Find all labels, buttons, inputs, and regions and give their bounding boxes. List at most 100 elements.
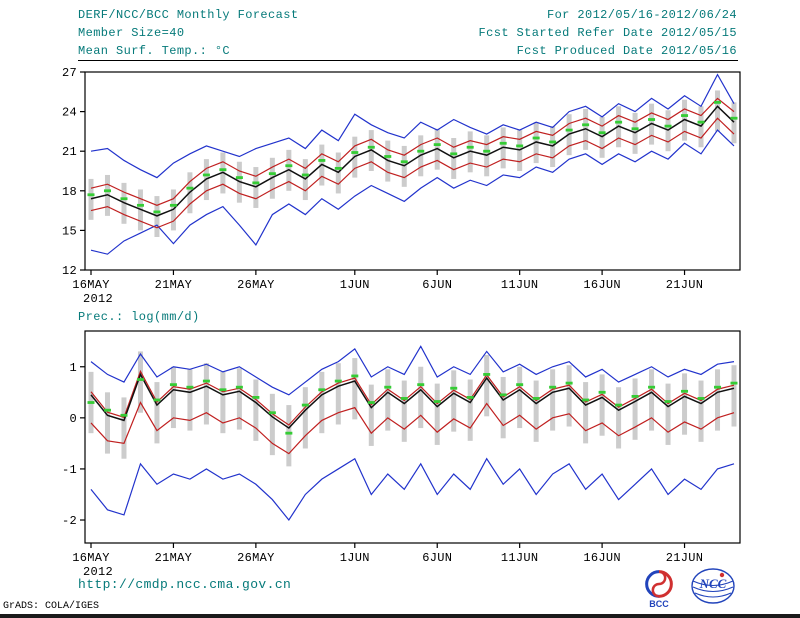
precipitation-xtick-label: 16JUN [583,551,621,565]
precipitation-xtick-label: 11JUN [501,551,539,565]
precipitation-ensemble_median_markers-marker [87,401,95,404]
precipitation-spread-bar [302,387,308,449]
precipitation-spread-bar [269,393,275,456]
precipitation-ensemble_median_markers-marker [235,385,243,389]
temperature-ensemble_median_markers-marker [235,176,243,179]
temperature-ensemble_median_markers-marker [450,152,458,156]
precipitation-spread-bar [418,366,424,429]
precipitation-spread-bar [401,380,407,442]
precipitation-spread-bar [319,371,325,434]
precipitation-ensemble_median_markers-marker [120,413,128,417]
precipitation-ensemble_median_markers-marker [582,398,590,402]
precipitation-spread-bar [352,358,358,420]
temperature-ensemble_median_markers-marker [285,164,293,168]
temperature-ytick-label: 18 [62,185,77,199]
header-divider [78,60,738,61]
precipitation-ensemble_median_markers-marker [681,389,689,393]
temperature-ensemble_median_markers-marker [367,145,375,149]
temperature-ensemble_median_markers-marker [351,151,359,154]
temperature-xtick-label: 16JUN [583,278,621,292]
precipitation-ensemble_max-line [90,345,735,396]
temperature-xtick-label: 16MAY [72,278,110,292]
precipitation-spread-bar [632,378,638,440]
temperature-ensemble_median_markers-marker [582,123,590,127]
precipitation-spread-bar [121,397,127,459]
precipitation-spread-bar [236,368,242,430]
precipitation-ensemble_median_markers-marker [417,383,425,387]
precipitation-spread-bar [715,369,721,431]
precipitation-spread-bar [368,384,374,446]
temp-chart-title: Mean Surf. Temp.: °C [78,44,231,58]
temperature-ensemble_median_markers-marker [730,116,738,120]
precipitation-spread-bar [533,380,539,442]
precipitation-ensemble_median_markers-marker [714,385,722,389]
precipitation-spread-bar [451,370,457,432]
temperature-ensemble_median_markers-marker [499,141,507,145]
temperature-ensemble_median_markers-marker [433,143,441,146]
precipitation-spread-bar [170,366,176,429]
precipitation-spread-bar [286,405,292,467]
precipitation-spread-bar [583,382,589,444]
temperature-ensemble_median_markers-marker [153,210,161,214]
temperature-ensemble_median_markers-marker [615,120,623,124]
precipitation-xtick-label: 21MAY [155,551,193,565]
temperature-ensemble_median_markers-marker [334,166,342,170]
precipitation-spread-bar [335,363,341,425]
precipitation-ensemble_median_markers-marker [318,388,326,392]
precipitation-spread-bar [566,365,572,427]
page-title: DERF/NCC/BCC Monthly Forecast [78,8,299,22]
precipitation-ensemble_median_markers-marker [532,397,540,400]
precipitation-spread-bar [550,369,556,431]
temperature-spread-bar [731,102,737,144]
precipitation-xtick-label: 6JUN [422,551,452,565]
temperature-ensemble_median_markers-marker [466,145,474,149]
temperature-ensemble_median_markers-marker [681,114,689,117]
precipitation-ensemble_median_markers-marker [252,396,260,399]
temperature-ensemble_median_markers-marker [136,203,144,207]
forecast-range-label: For 2012/05/16-2012/06/24 [546,8,737,22]
temperature-ensemble_median_markers-marker [120,197,128,201]
precipitation-ensemble_median_markers-marker [301,403,309,407]
temperature-ensemble_max-line [90,73,735,179]
precipitation-ensemble_median_markers-marker [153,398,161,402]
precipitation-spread-bar [434,383,440,445]
temperature-ytick-label: 21 [62,145,77,159]
precipitation-spread-bar [385,369,391,431]
precipitation-xtick-label: 16MAY [72,551,110,565]
bcc-logo-icon [645,570,673,598]
precipitation-ensemble_median_markers-marker [565,381,573,385]
precipitation-ensemble_median_markers-marker [730,381,738,385]
temperature-ensemble_median_markers-marker [103,189,111,193]
temperature-xtick-label: 6JUN [422,278,452,292]
temperature-xtick-label: 21JUN [666,278,704,292]
temperature-ensemble_median_markers-marker [417,149,425,153]
source-url: http://cmdp.ncc.cma.gov.cn [78,577,292,592]
bcc-logo-label: BCC [649,599,669,609]
precipitation-ytick-label: -2 [62,514,77,528]
temperature-ensemble_median_markers-marker [483,149,491,153]
precipitation-ensemble_median_markers-marker [285,431,293,435]
temperature-ensemble_median_markers-marker [664,124,672,128]
precipitation-ensemble_median_markers-marker [334,379,342,383]
precipitation-ensemble_median_markers-marker [367,401,375,404]
temperature-ensemble_median_markers-marker [532,136,540,140]
temperature-ytick-label: 24 [62,106,77,120]
temperature-ensemble_median_markers-marker [549,140,557,144]
precipitation-ensemble_median_markers-marker [103,408,111,412]
precipitation-spread-bar [616,387,622,449]
temperature-ensemble_min-line [90,129,735,255]
precipitation-ensemble_median_markers-marker [450,386,458,390]
temperature-ensemble_median_markers-marker [598,131,606,135]
precipitation-spread-bar [220,371,226,434]
temperature-ensemble_median_markers-marker [202,173,210,177]
precipitation-xtick-label: 21JUN [666,551,704,565]
temperature-ensemble_median_markers-marker [697,120,705,124]
precipitation-ensemble_median_markers-marker [466,396,474,399]
precipitation-ensemble_median_markers-marker [664,400,672,403]
temperature-ensemble_median_markers-marker [268,172,276,176]
precipitation-frame [84,330,741,544]
temperature-xtick-label: 21MAY [155,278,193,292]
precipitation-ensemble_median_markers-marker [549,385,557,389]
temperature-ensemble_median_markers-marker [186,186,194,190]
precipitation-ensemble_median_markers-marker [615,403,623,407]
